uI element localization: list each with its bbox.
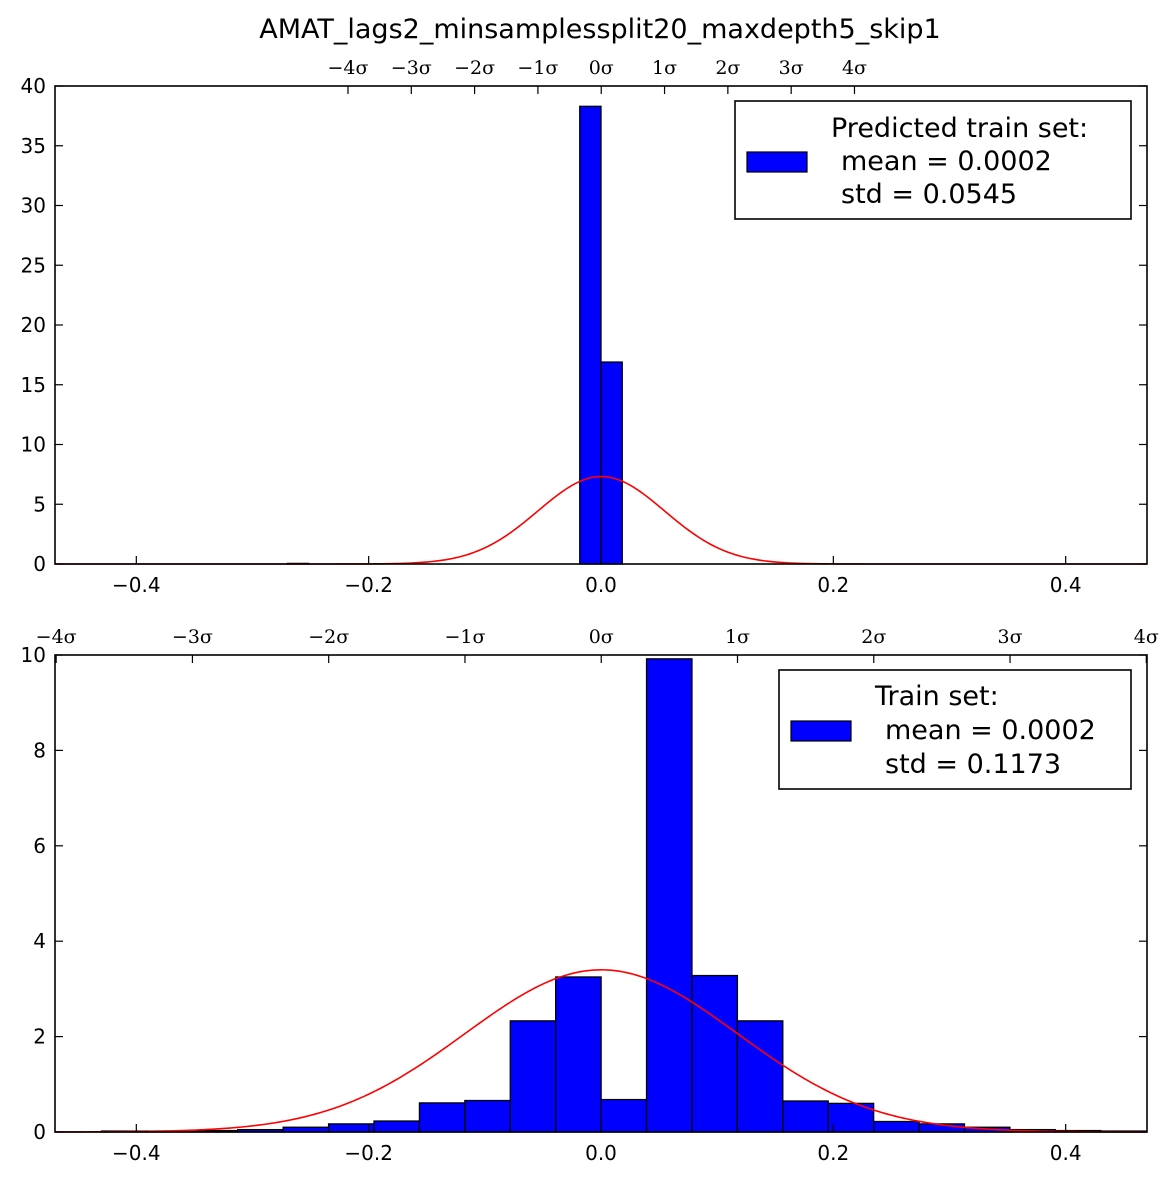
top-xtick-label: 0.4	[1050, 573, 1082, 597]
top-ytick-label: 40	[21, 74, 46, 98]
bottom-sigma-label: −4σ	[36, 626, 77, 648]
top-xtick-label: −0.2	[344, 573, 393, 597]
top-ytick-label: 5	[33, 492, 46, 516]
bottom-histogram-bar	[873, 1120, 920, 1133]
bottom-legend-swatch	[790, 720, 852, 742]
bottom-histogram-bar	[464, 1099, 511, 1133]
top-legend-title: Predicted train set:	[831, 113, 1088, 144]
top-histogram-bar	[600, 361, 623, 565]
bottom-xtick-label: 0.2	[817, 1141, 849, 1165]
top-sigma-label: 1σ	[652, 57, 677, 79]
bottom-sigma-label: 4σ	[1134, 626, 1159, 648]
top-sigma-label: −4σ	[327, 57, 368, 79]
bottom-ytick-label: 6	[33, 834, 46, 858]
bottom-ytick-label: 8	[33, 738, 46, 762]
bottom-histogram-bar	[555, 976, 602, 1133]
top-sigma-label: 2σ	[715, 57, 740, 79]
top-xtick-label: 0.2	[817, 573, 849, 597]
bottom-ytick-label: 4	[33, 929, 46, 953]
top-ytick-label: 10	[21, 433, 46, 457]
top-legend-swatch	[746, 151, 808, 173]
top-sigma-label: −3σ	[391, 57, 432, 79]
bottom-axis-ticks: −0.4 −0.2 0.0 0.2 0.4 0 2 4 6 8 10−4σ −3σ −2σ −1σ 0σ 1σ…	[21, 626, 1159, 1165]
bottom-normal-curve	[54, 969, 1148, 1133]
top-ytick-label: 30	[21, 194, 46, 218]
top-sigma-label: 3σ	[779, 57, 804, 79]
bottom-histogram-bar	[691, 974, 739, 1133]
top-xtick-label: 0.0	[585, 573, 617, 597]
bottom-histogram-bar	[782, 1100, 829, 1133]
top-sigma-label: 4σ	[842, 57, 867, 79]
top-legend: Predicted train set: mean = 0.0002 std =…	[734, 100, 1132, 220]
bottom-ytick-label: 10	[21, 643, 46, 667]
bottom-legend-mean: mean = 0.0002	[885, 715, 1096, 746]
bottom-sigma-label: −2σ	[308, 626, 349, 648]
bottom-xtick-label: −0.4	[112, 1141, 161, 1165]
bottom-histogram-panel: −0.4 −0.2 0.0 0.2 0.4 0 2 4 6 8 10−4σ −3σ −2σ −1σ 0σ 1σ…	[21, 626, 1159, 1165]
bottom-ytick-label: 0	[33, 1120, 46, 1144]
bottom-histogram-bar	[509, 1020, 557, 1133]
bottom-histogram-bar	[645, 658, 693, 1133]
bottom-sigma-label: 1σ	[725, 626, 750, 648]
top-sigma-label: −1σ	[517, 57, 558, 79]
bottom-xtick-label: 0.0	[585, 1141, 617, 1165]
top-legend-box	[734, 100, 1132, 220]
top-ytick-label: 35	[21, 134, 46, 158]
top-sigma-label: −2σ	[454, 57, 495, 79]
bottom-xtick-label: −0.2	[344, 1141, 393, 1165]
top-histogram-bar	[579, 105, 602, 565]
bottom-histogram-bar	[373, 1120, 421, 1133]
top-sigma-label: 0σ	[589, 57, 614, 79]
top-ytick-label: 20	[21, 313, 46, 337]
bottom-histogram-bar	[600, 1098, 648, 1133]
bottom-sigma-label: −3σ	[172, 626, 213, 648]
top-ytick-label: 25	[21, 253, 46, 277]
bottom-sigma-label: −1σ	[444, 626, 485, 648]
chart-title: AMAT_lags2_minsamplessplit20_maxdepth5_s…	[259, 14, 940, 45]
bottom-ytick-label: 2	[33, 1025, 46, 1049]
bottom-xtick-label: 0.4	[1050, 1141, 1082, 1165]
bottom-legend: Train set: mean = 0.0002 std = 0.1173	[778, 669, 1132, 790]
bottom-sigma-label: 2σ	[861, 626, 886, 648]
top-bars	[286, 105, 623, 565]
bottom-sigma-label: 3σ	[998, 626, 1023, 648]
top-xtick-label: −0.4	[112, 573, 161, 597]
bottom-sigma-label: 0σ	[589, 626, 614, 648]
top-ytick-label: 0	[33, 552, 46, 576]
top-ytick-label: 15	[21, 373, 46, 397]
top-legend-std: std = 0.0545	[841, 179, 1017, 210]
bottom-legend-std: std = 0.1173	[885, 749, 1061, 780]
top-legend-mean: mean = 0.0002	[841, 146, 1052, 177]
bottom-legend-title: Train set:	[874, 681, 999, 712]
bottom-histogram-bar	[327, 1123, 375, 1133]
bottom-histogram-bar	[418, 1102, 466, 1133]
